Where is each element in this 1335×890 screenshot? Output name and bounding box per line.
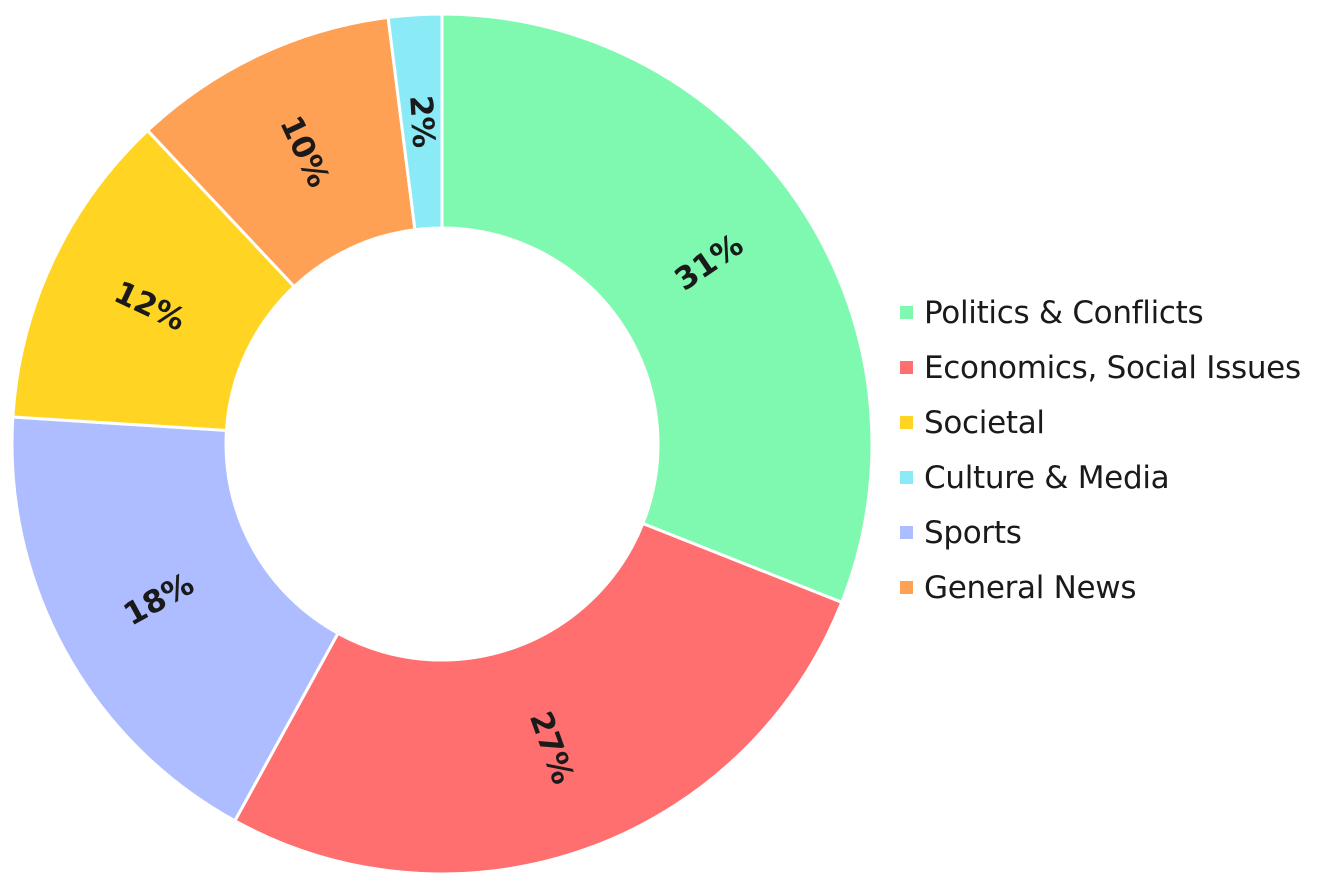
legend: Politics & Conflicts Economics, Social I…	[900, 285, 1301, 615]
slice-culture[interactable]	[386, 12, 444, 232]
legend-swatch	[900, 306, 913, 319]
legend-swatch	[900, 471, 913, 484]
legend-label: Culture & Media	[924, 459, 1170, 496]
legend-label: Sports	[924, 514, 1022, 551]
legend-label: Economics, Social Issues	[924, 349, 1301, 386]
legend-swatch	[900, 526, 913, 539]
slice-economics[interactable]	[232, 521, 844, 876]
legend-item-culture[interactable]: Culture & Media	[900, 450, 1301, 505]
legend-swatch	[900, 416, 913, 429]
legend-item-sports[interactable]: Sports	[900, 505, 1301, 560]
legend-item-general-news[interactable]: General News	[900, 560, 1301, 615]
slice-label-culture: 2%	[402, 94, 441, 149]
slices-group	[10, 12, 874, 876]
legend-swatch	[900, 361, 913, 374]
legend-label: Societal	[924, 404, 1045, 441]
slice-societal[interactable]	[11, 128, 297, 433]
legend-item-economics[interactable]: Economics, Social Issues	[900, 340, 1301, 395]
slice-sports[interactable]	[10, 415, 340, 823]
legend-label: Politics & Conflicts	[924, 294, 1204, 331]
legend-label: General News	[924, 569, 1137, 606]
legend-item-societal[interactable]: Societal	[900, 395, 1301, 450]
legend-item-politics[interactable]: Politics & Conflicts	[900, 285, 1301, 340]
legend-swatch	[900, 581, 913, 594]
slice-politics[interactable]	[440, 12, 874, 605]
